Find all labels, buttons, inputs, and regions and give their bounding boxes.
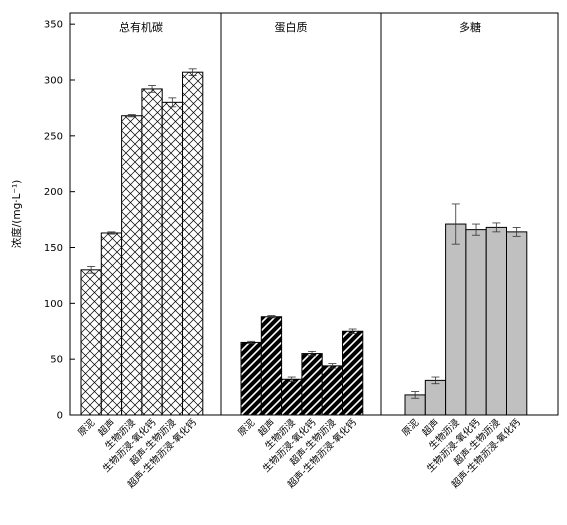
error-bar-g1-4 xyxy=(148,85,157,93)
bar-g1-4 xyxy=(141,88,163,416)
y-tick-label-0: 0 xyxy=(57,411,63,422)
error-bar-g3-2 xyxy=(431,376,440,385)
error-bar-g2-2 xyxy=(267,315,276,319)
error-bar-g1-5 xyxy=(168,97,177,108)
bar-g3-6 xyxy=(506,231,528,416)
error-bar-g2-3 xyxy=(287,376,296,382)
bar-g1-2 xyxy=(100,232,123,416)
y-axis-title: 浓度/(mg·L⁻¹) xyxy=(10,180,23,249)
bar-g1-1 xyxy=(80,269,102,416)
error-bar-g1-2 xyxy=(107,231,116,235)
bar-g3-3 xyxy=(445,223,467,416)
error-bar-g1-3 xyxy=(127,114,136,118)
error-bar-g2-4 xyxy=(308,350,317,357)
error-bar-g3-1 xyxy=(411,391,420,399)
bar-g2-2 xyxy=(260,316,283,416)
error-bar-g3-5 xyxy=(492,222,501,233)
bar-g2-1 xyxy=(240,341,262,416)
bar-g2-5 xyxy=(321,365,344,416)
y-tick-label-100: 100 xyxy=(44,299,63,310)
error-bar-g2-6 xyxy=(348,328,357,334)
bar-g2-4 xyxy=(301,353,323,416)
category-label-g1-1: 原泥 xyxy=(75,416,97,438)
y-tick-label-150: 150 xyxy=(44,243,63,254)
y-tick-label-300: 300 xyxy=(44,76,63,87)
bars-layer xyxy=(80,71,528,416)
error-bar-g3-3 xyxy=(451,203,460,245)
group-titles-layer: 总有机碳 蛋白质 多糖 xyxy=(119,20,481,34)
group-title-2: 蛋白质 xyxy=(275,20,308,34)
bar-g3-5 xyxy=(485,226,508,416)
y-axis: 0 50 100 150 200 250 300 350 xyxy=(44,20,75,422)
bar-g2-6 xyxy=(342,330,364,416)
category-label-g2-1: 原泥 xyxy=(235,416,257,438)
bar-g1-5 xyxy=(161,101,183,416)
bar-g2-3 xyxy=(281,378,303,416)
error-bars-layer xyxy=(87,68,521,399)
bar-g1-6 xyxy=(182,71,204,416)
y-tick-label-50: 50 xyxy=(50,355,63,366)
error-bar-g3-6 xyxy=(512,226,521,237)
bar-g1-3 xyxy=(121,115,143,416)
error-bar-g1-6 xyxy=(188,68,197,76)
error-bar-g1-1 xyxy=(87,266,96,274)
group-title-3: 多糖 xyxy=(459,20,481,34)
error-bar-g2-1 xyxy=(247,340,256,344)
bar-g3-4 xyxy=(465,229,487,416)
y-tick-label-350: 350 xyxy=(44,20,63,31)
y-tick-label-250: 250 xyxy=(44,131,63,142)
error-bar-g3-4 xyxy=(472,223,481,236)
error-bar-g2-5 xyxy=(328,363,337,369)
bar-g3-2 xyxy=(424,379,447,416)
category-label-g3-1: 原泥 xyxy=(399,416,421,438)
y-tick-label-200: 200 xyxy=(44,187,63,198)
group-title-1: 总有机碳 xyxy=(119,20,163,34)
